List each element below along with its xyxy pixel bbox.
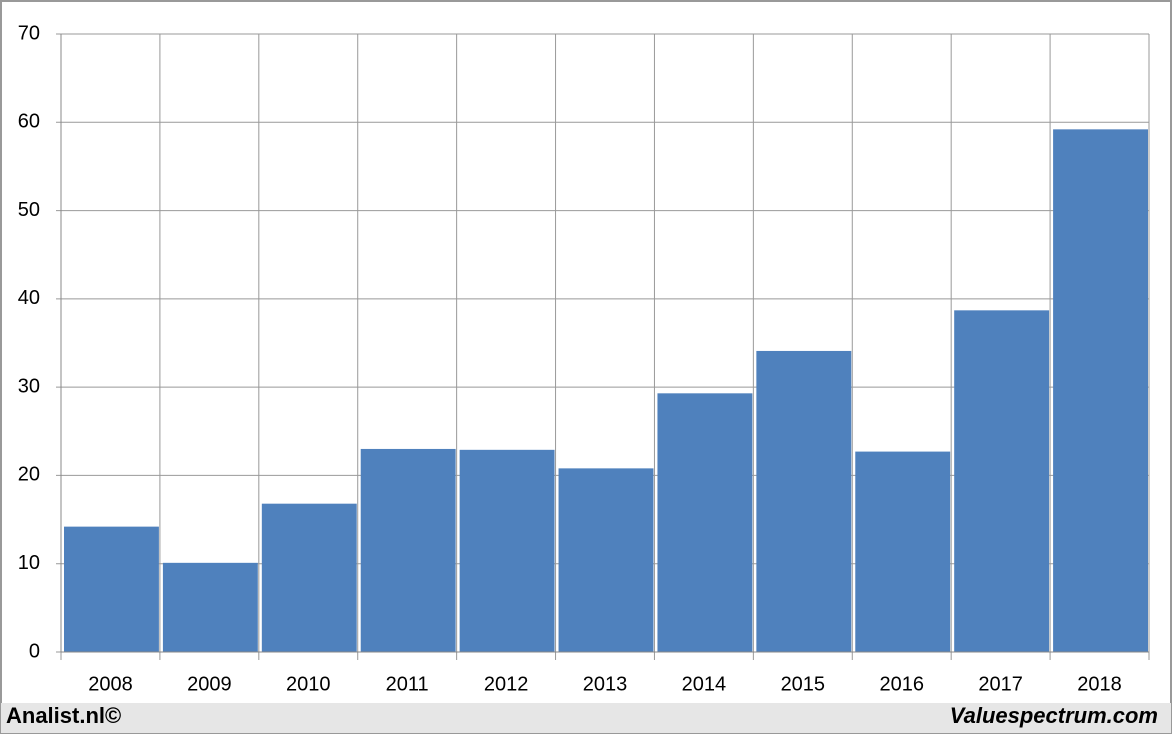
bar — [657, 393, 753, 652]
bar — [756, 350, 852, 652]
footer-left: Analist.nl© — [6, 703, 121, 728]
y-tick-label: 60 — [18, 111, 40, 133]
x-tick-label: 2015 — [781, 673, 826, 695]
y-tick-label: 70 — [18, 22, 40, 44]
x-tick-label: 2016 — [879, 673, 924, 695]
y-tick-label: 20 — [18, 464, 40, 486]
bar — [855, 451, 951, 652]
x-tick-label: 2017 — [978, 673, 1023, 695]
x-tick-label: 2018 — [1077, 673, 1122, 695]
y-tick-label: 10 — [18, 552, 40, 574]
x-tick-label: 2010 — [286, 673, 331, 695]
y-tick-label: 30 — [18, 375, 40, 397]
bar — [261, 503, 357, 652]
y-tick-label: 0 — [29, 640, 40, 662]
x-tick-label: 2011 — [386, 673, 429, 695]
bar — [64, 526, 159, 652]
x-tick-label: 2014 — [682, 673, 727, 695]
x-tick-label: 2008 — [88, 673, 133, 695]
x-tick-label: 2013 — [583, 673, 628, 695]
bar — [1053, 129, 1148, 652]
bar — [459, 449, 555, 652]
y-tick-label: 40 — [18, 287, 40, 309]
x-tick-label: 2009 — [187, 673, 232, 695]
footer-strip — [1, 703, 1171, 733]
x-tick-label: 2012 — [484, 673, 529, 695]
footer-right: Valuespectrum.com — [950, 703, 1158, 728]
bar — [954, 310, 1050, 652]
bar — [162, 562, 258, 652]
y-tick-label: 50 — [18, 199, 40, 221]
bar — [558, 468, 654, 652]
bar — [360, 448, 456, 652]
